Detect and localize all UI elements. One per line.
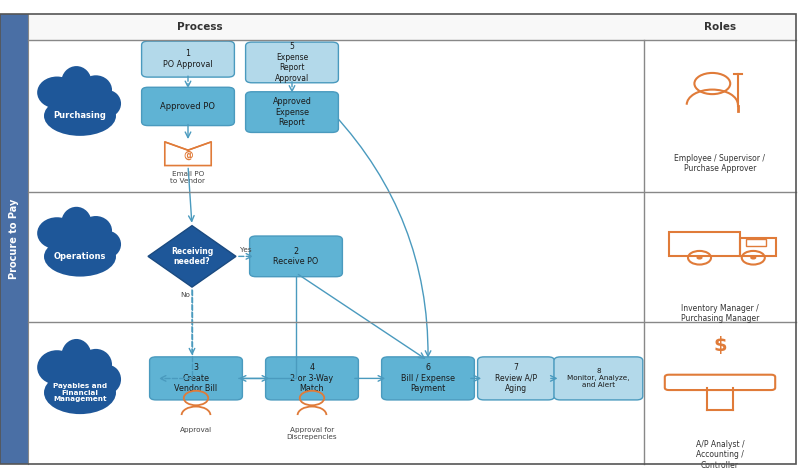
Text: 3
Create
Vendor Bill: 3 Create Vendor Bill <box>174 363 218 394</box>
Ellipse shape <box>62 207 91 239</box>
Text: Approval: Approval <box>180 427 212 433</box>
Text: Procure to Pay: Procure to Pay <box>9 199 19 279</box>
Text: Approval for
Discrepencies: Approval for Discrepencies <box>286 427 338 440</box>
FancyBboxPatch shape <box>382 357 474 400</box>
Ellipse shape <box>94 90 121 117</box>
FancyBboxPatch shape <box>478 357 554 400</box>
Text: 5
Expense
Report
Approval: 5 Expense Report Approval <box>275 43 309 82</box>
Text: $: $ <box>713 336 727 355</box>
Text: Roles: Roles <box>704 22 736 32</box>
FancyBboxPatch shape <box>266 357 358 400</box>
Text: Approved
Expense
Report: Approved Expense Report <box>273 97 311 127</box>
Ellipse shape <box>44 236 116 277</box>
Ellipse shape <box>37 77 77 108</box>
Text: Operations: Operations <box>54 252 106 261</box>
Ellipse shape <box>37 217 77 249</box>
Ellipse shape <box>44 371 116 414</box>
FancyBboxPatch shape <box>246 92 338 132</box>
Polygon shape <box>165 142 211 166</box>
Ellipse shape <box>80 349 112 381</box>
Text: Process: Process <box>177 22 223 32</box>
FancyBboxPatch shape <box>142 87 234 125</box>
Text: A/P Analyst /
Accounting /
Controller: A/P Analyst / Accounting / Controller <box>696 440 744 470</box>
Text: 2
Receive PO: 2 Receive PO <box>274 246 318 266</box>
Bar <box>0 14 28 464</box>
Bar <box>746 239 766 246</box>
Text: Approved PO: Approved PO <box>161 102 215 111</box>
Text: 1
PO Approval: 1 PO Approval <box>163 49 213 69</box>
Ellipse shape <box>37 350 77 385</box>
Ellipse shape <box>94 231 121 258</box>
FancyBboxPatch shape <box>554 357 643 400</box>
Text: Receiving
needed?: Receiving needed? <box>171 246 213 266</box>
Text: 7
Review A/P
Aging: 7 Review A/P Aging <box>495 363 537 394</box>
Text: Inventory Manager /
Purchasing Manager: Inventory Manager / Purchasing Manager <box>681 304 759 324</box>
Ellipse shape <box>80 75 112 105</box>
Text: 6
Bill / Expense
Payment: 6 Bill / Expense Payment <box>401 363 455 394</box>
FancyBboxPatch shape <box>246 42 338 83</box>
Text: Email PO
to Vendor: Email PO to Vendor <box>170 171 206 184</box>
Bar <box>741 238 776 256</box>
FancyBboxPatch shape <box>150 357 242 400</box>
Ellipse shape <box>62 339 91 373</box>
Ellipse shape <box>44 96 116 136</box>
Ellipse shape <box>94 365 121 394</box>
Text: Employee / Supervisor /
Purchase Approver: Employee / Supervisor / Purchase Approve… <box>674 154 766 173</box>
FancyBboxPatch shape <box>142 41 234 77</box>
Text: 4
2 or 3-Way
Match: 4 2 or 3-Way Match <box>290 363 334 394</box>
Circle shape <box>697 256 702 260</box>
Circle shape <box>750 256 756 260</box>
Ellipse shape <box>62 66 91 98</box>
FancyBboxPatch shape <box>250 236 342 277</box>
Bar <box>28 14 796 40</box>
Text: @: @ <box>183 150 193 160</box>
Polygon shape <box>148 226 236 287</box>
Bar <box>669 232 741 256</box>
Ellipse shape <box>80 216 112 245</box>
Text: Yes: Yes <box>240 246 252 253</box>
Text: 8
Monitor, Analyze,
and Alert: 8 Monitor, Analyze, and Alert <box>567 368 630 388</box>
Text: No: No <box>181 292 190 298</box>
Text: Payables and
Financial
Management: Payables and Financial Management <box>53 383 107 402</box>
Text: Purchasing: Purchasing <box>54 111 106 121</box>
